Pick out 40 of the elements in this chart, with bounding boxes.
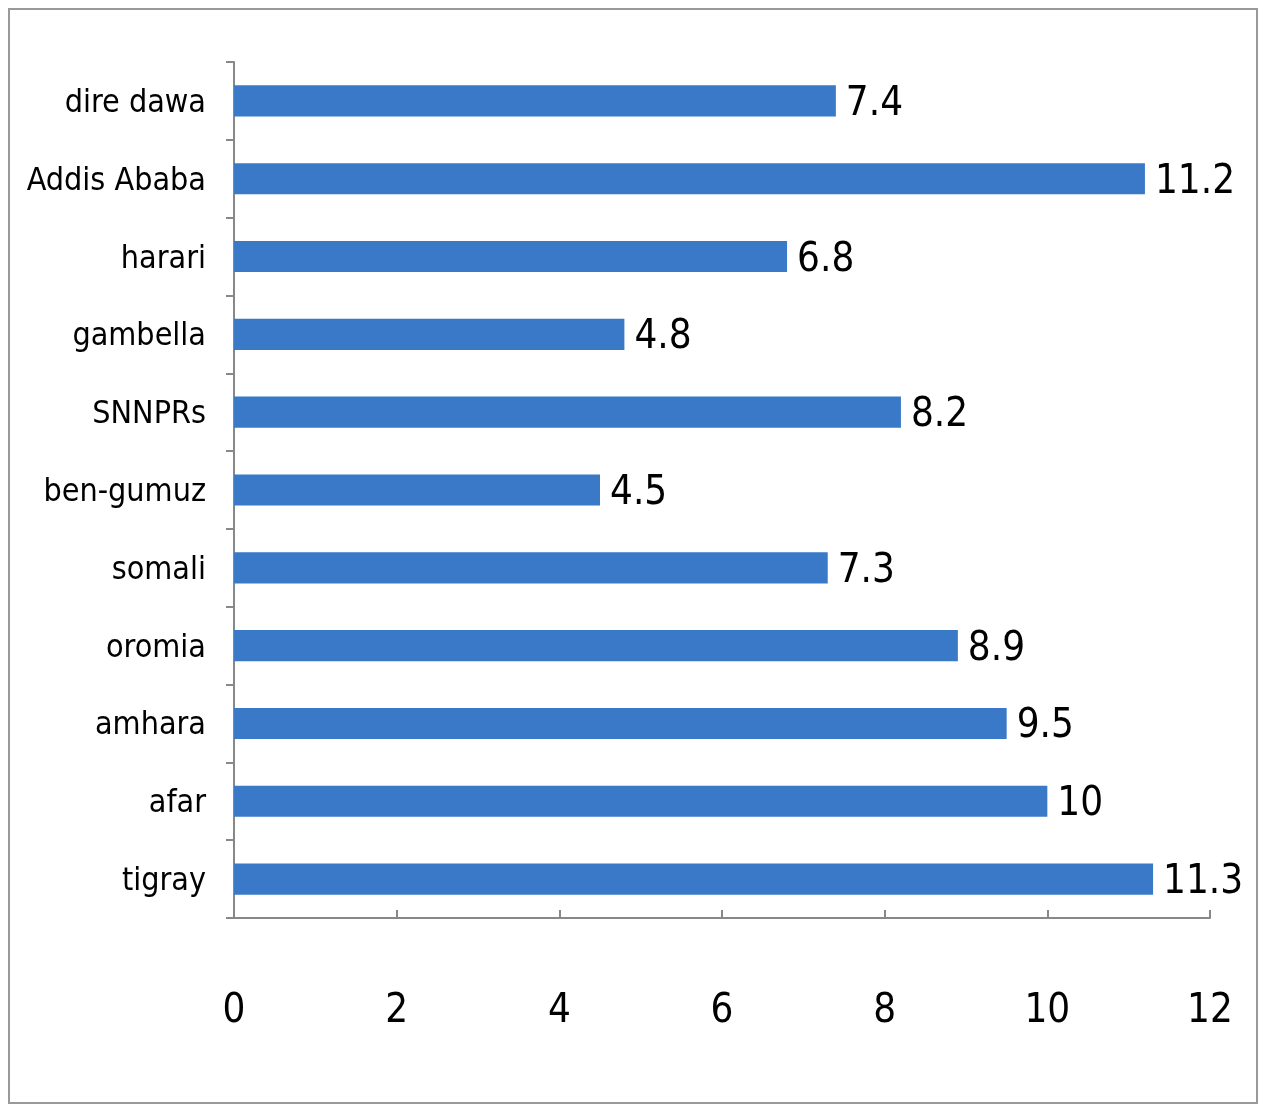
x-tick-label: 0 <box>222 985 246 1031</box>
x-tick-label: 6 <box>710 985 734 1031</box>
data-label: 8.2 <box>910 389 969 436</box>
data-label: 8.9 <box>967 622 1026 669</box>
y-tick-label: tigray <box>121 860 206 899</box>
y-tick-label: afar <box>148 782 207 821</box>
bar <box>234 318 625 350</box>
data-label: 4.8 <box>634 311 692 358</box>
y-tick-label: gambella <box>72 315 206 354</box>
data-label: 11.3 <box>1163 856 1244 903</box>
data-label: 4.5 <box>610 467 668 513</box>
bar <box>234 163 1145 195</box>
x-tick-label: 2 <box>385 985 409 1031</box>
x-tick-label: 4 <box>547 985 571 1031</box>
y-tick-label: amhara <box>94 704 206 743</box>
data-label: 7.3 <box>837 544 895 591</box>
bar <box>234 707 1007 740</box>
y-tick-label: SNNPRs <box>92 393 206 432</box>
x-tick-label: 8 <box>873 985 897 1031</box>
bar <box>234 552 828 584</box>
bar <box>234 630 958 662</box>
x-tick-label: 12 <box>1187 985 1233 1031</box>
data-label: 7.4 <box>845 77 904 124</box>
data-label: 6.8 <box>797 233 855 280</box>
bar <box>234 863 1154 895</box>
bar <box>234 85 836 117</box>
y-tick-label: oromia <box>105 626 206 665</box>
y-tick-label: Addis Ababa <box>26 159 206 198</box>
x-tick-label: 10 <box>1024 985 1071 1031</box>
bar <box>234 474 600 506</box>
data-label: 10 <box>1057 778 1104 825</box>
y-tick-label: dire dawa <box>64 81 206 120</box>
y-tick-label: somali <box>111 548 206 587</box>
data-label: 9.5 <box>1016 700 1074 747</box>
bar <box>234 240 788 273</box>
y-tick-label: harari <box>120 237 206 276</box>
data-label: 11.2 <box>1154 155 1236 202</box>
bar <box>234 785 1048 817</box>
bar <box>234 396 901 428</box>
y-tick-label: ben-gumuz <box>43 471 206 509</box>
